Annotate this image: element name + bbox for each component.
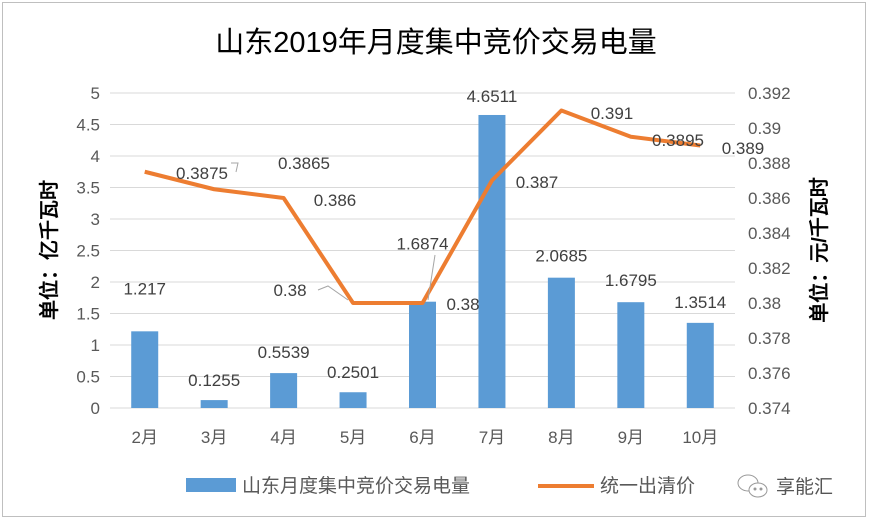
leader-line [427,254,436,301]
y2-tick-label: 0.374 [748,399,791,418]
watermark: 享能汇 [737,474,833,498]
y2-tick-label: 0.38 [748,294,781,313]
chart-title: 山东2019年月度集中竞价交易电量 [215,26,657,59]
line-data-label: 0.387 [516,173,559,192]
bar [478,114,506,408]
bar [547,277,575,408]
x-tick-label: 4月 [270,428,296,447]
bar [686,322,714,408]
legend-bar-swatch [186,478,236,492]
y-tick-label: 0.5 [76,368,100,387]
bar-data-label: 0.2501 [327,363,379,382]
x-tick-label: 5月 [340,428,366,447]
y2-tick-label: 0.39 [748,119,781,138]
x-tick-label: 7月 [479,428,505,447]
y2-tick-label: 0.392 [748,84,791,103]
bar-data-label: 2.0685 [535,247,587,266]
bar-data-label: 1.6795 [605,271,657,290]
y2-tick-label: 0.384 [748,224,791,243]
y-axis-label: 单位：亿千瓦时 [37,180,61,320]
bar [409,301,436,408]
line-data-label: 0.3875 [176,164,228,183]
y2-axis-label: 单位：元/千瓦时 [807,177,831,323]
x-tick-label: 2月 [131,428,157,447]
y-tick-label: 4 [91,147,100,166]
y-tick-label: 3 [91,210,100,229]
bar [131,331,159,408]
line-data-label: 0.3865 [278,154,330,173]
y2-tick-label: 0.386 [748,189,791,208]
x-tick-label: 10月 [682,428,718,447]
y-tick-label: 4.5 [76,116,100,135]
y-tick-label: 2 [91,273,100,292]
wechat-icon [737,474,768,498]
bar [617,302,645,408]
x-tick-label: 6月 [409,428,435,447]
bar-data-label: 4.6511 [467,87,518,106]
line-data-label: 0.391 [591,104,634,123]
line-data-label: 0.38 [446,295,479,314]
line-data-label: 0.389 [722,139,765,158]
x-tick-label: 8月 [548,428,574,447]
bar-data-label: 0.5539 [258,343,310,362]
leader-line [231,162,239,173]
chart-frame [2,2,866,517]
bar [339,392,367,408]
y2-tick-label: 0.382 [748,259,791,278]
x-tick-label: 3月 [201,428,227,447]
y2-tick-label: 0.378 [748,329,791,348]
bar-data-label: 1.217 [123,279,166,298]
y2-tick-label: 0.376 [748,364,791,383]
line-data-label: 0.38 [273,281,306,300]
bar-data-label: 1.3514 [674,293,726,312]
legend: 山东月度集中竞价交易电量 统一出清价 [186,475,695,497]
leader-line [317,285,349,301]
watermark-text: 享能汇 [776,476,833,498]
y2-tick-label: 0.388 [748,154,791,173]
bar-data-label: 1.6874 [397,235,449,254]
y-tick-label: 1.5 [76,305,100,324]
line-data-label: 0.386 [314,191,357,210]
bar [270,373,298,408]
y-tick-label: 3.5 [76,179,100,198]
legend-line-label: 统一出清价 [600,475,695,497]
y-tick-label: 1 [91,336,100,355]
y-tick-label: 0 [91,399,100,418]
bar-data-label: 0.1255 [188,371,240,390]
x-tick-label: 9月 [618,428,644,447]
y-tick-label: 2.5 [76,242,100,261]
legend-bar-label: 山东月度集中竞价交易电量 [242,475,470,497]
line-data-label: 0.3895 [652,131,704,150]
bar [200,400,228,408]
y-tick-label: 5 [91,84,100,103]
